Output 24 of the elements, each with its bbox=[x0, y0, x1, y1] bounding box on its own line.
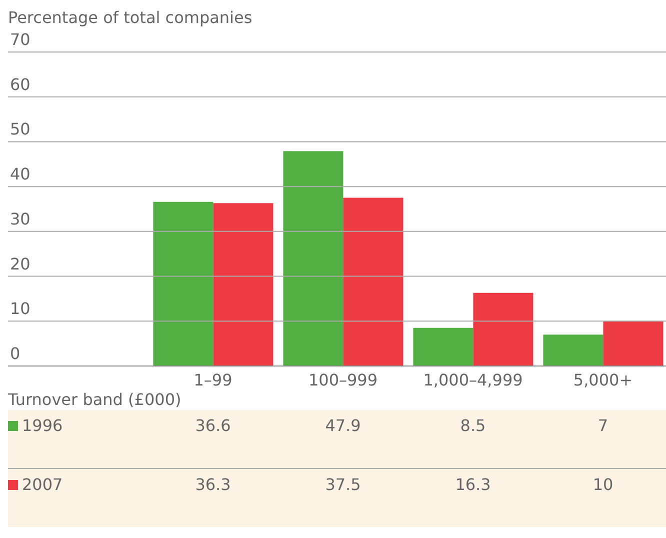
y-tick-label: 40 bbox=[10, 164, 30, 184]
y-tick-label: 70 bbox=[10, 30, 30, 49]
data-label: 37.5 bbox=[324, 475, 362, 494]
y-tick-label: 60 bbox=[10, 74, 30, 94]
y-tick-label: 20 bbox=[10, 254, 30, 274]
data-label: 7 bbox=[596, 416, 610, 435]
x-tick-label: 5,000+ bbox=[573, 370, 633, 390]
y-tick-label: 0 bbox=[10, 344, 20, 363]
y-tick-label: 10 bbox=[10, 299, 30, 318]
legend-label: 1996 bbox=[22, 416, 63, 435]
x-axis-title: Turnover band (£000) bbox=[8, 390, 182, 410]
legend-label: 2007 bbox=[22, 475, 63, 494]
x-tick-label: 100–999 bbox=[308, 370, 378, 390]
y-axis-title: Percentage of total companies bbox=[8, 8, 254, 27]
data-label: 36.3 bbox=[194, 475, 232, 494]
x-tick-label: 1–99 bbox=[194, 370, 232, 390]
data-label: 16.3 bbox=[454, 475, 492, 494]
data-label: 36.6 bbox=[194, 416, 232, 435]
data-label: 47.9 bbox=[324, 416, 362, 435]
y-tick-label: 50 bbox=[10, 120, 30, 139]
data-label: 8.5 bbox=[459, 416, 487, 435]
x-tick-label: 1,000–4,999 bbox=[423, 370, 523, 390]
y-tick-label: 30 bbox=[10, 209, 30, 228]
data-label: 10 bbox=[592, 475, 614, 494]
